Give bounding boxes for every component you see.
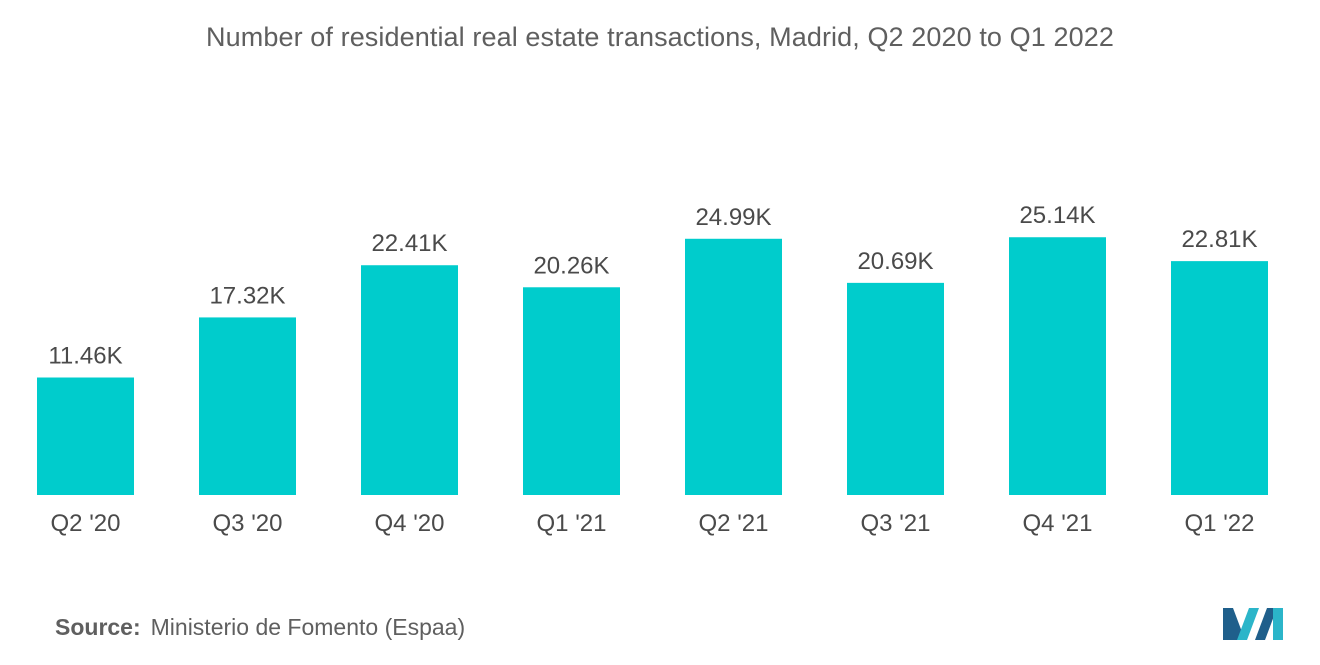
bar-4 [523, 287, 620, 495]
data-label-4: 20.26K [533, 252, 609, 279]
bar-6 [847, 282, 944, 495]
mordor-intelligence-logo-icon [1223, 608, 1283, 640]
source-text: Ministerio de Fomento (Espaa) [150, 614, 466, 640]
x-tick-label-4: Q1 '21 [537, 510, 607, 537]
data-label-2: 17.32K [209, 282, 285, 309]
x-tick-label-1: Q2 '20 [51, 510, 121, 537]
data-label-8: 22.81K [1181, 226, 1257, 253]
data-label-1: 11.46K [48, 343, 122, 370]
x-tick-label-6: Q3 '21 [861, 510, 931, 537]
x-axis-tick-labels: Q2 '20 Q3 '20 Q4 '20 Q1 '21 Q2 '21 Q3 '21 Q4 '… [51, 510, 1255, 537]
chart-title: Number of residential real estate transa… [206, 22, 1114, 52]
data-labels-layer: 11.46K 17.32K 22.41K 20.26K 24.99K 20.69K 25.1… [48, 202, 1257, 369]
data-label-6: 20.69K [857, 248, 933, 275]
data-label-5: 24.99K [695, 204, 771, 231]
x-tick-label-3: Q4 '20 [375, 510, 445, 537]
x-tick-label-2: Q3 '20 [213, 510, 283, 537]
data-label-3: 22.41K [371, 230, 447, 257]
source-label: Source: [55, 614, 141, 640]
bar-8 [1171, 261, 1268, 495]
bar-3 [361, 265, 458, 495]
bars-layer [37, 237, 1268, 495]
data-label-7: 25.14K [1019, 202, 1095, 229]
x-tick-label-7: Q4 '21 [1023, 510, 1093, 537]
bar-5 [685, 238, 782, 495]
bar-7 [1009, 237, 1106, 495]
source-note: Source: Ministerio de Fomento (Espaa) [55, 614, 465, 641]
bar-1 [37, 377, 134, 495]
x-tick-label-5: Q2 '21 [699, 510, 769, 537]
x-tick-label-8: Q1 '22 [1185, 510, 1255, 537]
bar-2 [199, 317, 296, 495]
